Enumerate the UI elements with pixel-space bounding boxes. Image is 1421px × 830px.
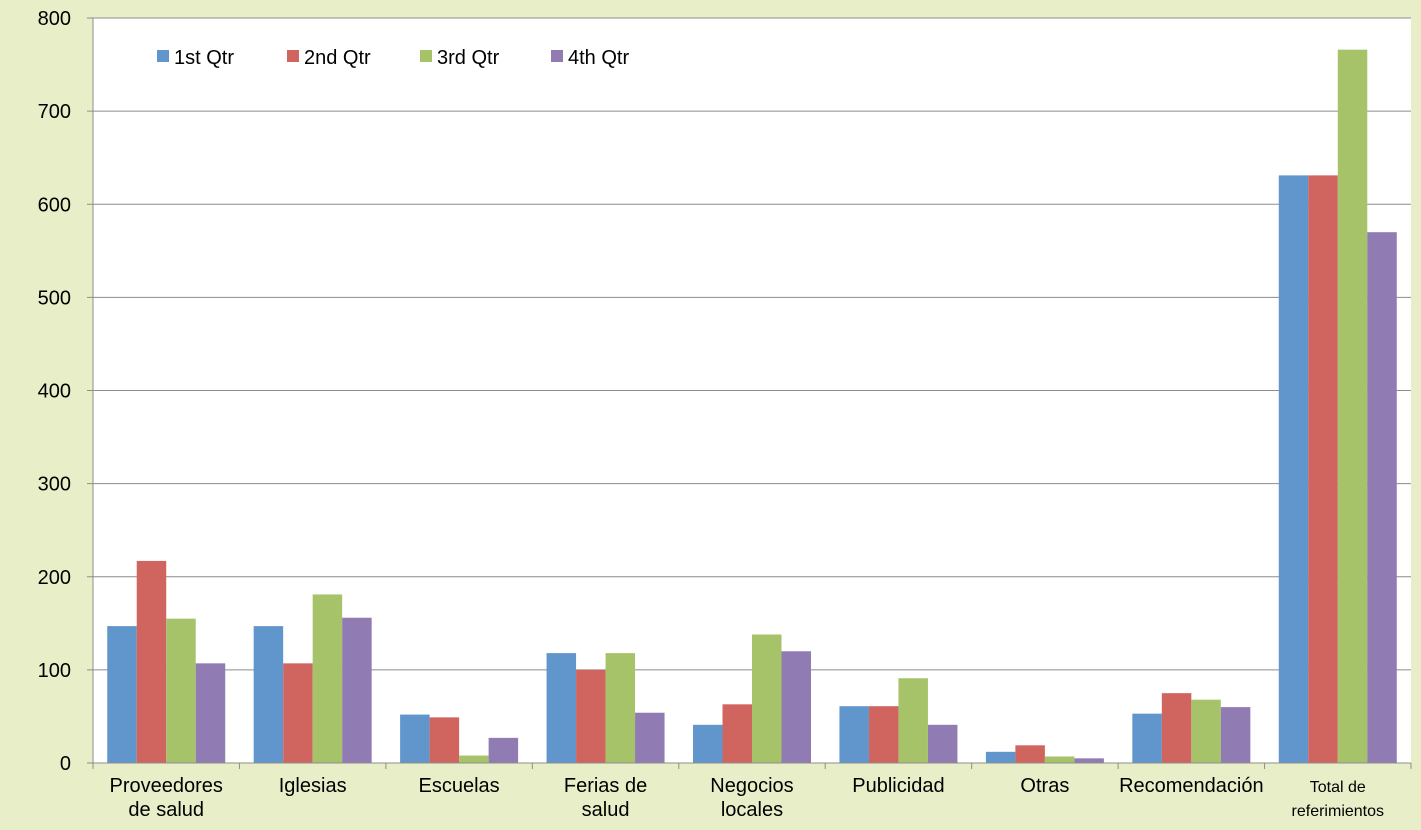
x-category-label: Iglesias — [279, 775, 347, 797]
bar — [136, 560, 167, 763]
y-tick-label: 700 — [38, 101, 71, 123]
bar — [459, 755, 489, 763]
bar — [342, 617, 372, 763]
legend-swatch — [287, 50, 299, 62]
bar — [722, 704, 752, 763]
x-category-label: Escuelas — [419, 775, 500, 797]
y-tick-labels: 0 100 200 300 400 500 600 700 800 — [38, 8, 71, 775]
bar — [1191, 699, 1221, 763]
bar — [635, 712, 665, 763]
bar — [927, 724, 958, 763]
x-category-label: Otras — [1020, 775, 1069, 797]
axes — [87, 17, 1412, 769]
x-category-label: referimientos — [1292, 803, 1384, 820]
bar — [781, 651, 811, 763]
x-category-label: de salud — [128, 799, 204, 821]
y-tick-label: 0 — [60, 753, 71, 775]
bar — [283, 663, 313, 763]
x-category-label: Publicidad — [852, 775, 944, 797]
bar — [166, 618, 196, 763]
legend-label: 4th Qtr — [568, 47, 629, 69]
x-category-label: Total de — [1310, 779, 1366, 796]
bar — [752, 634, 782, 763]
bar — [1337, 49, 1368, 764]
bar — [898, 678, 928, 763]
y-tick-label: 600 — [38, 194, 71, 216]
y-tick-label: 800 — [38, 8, 71, 30]
legend-swatch — [157, 50, 169, 62]
bars — [107, 49, 1397, 764]
bar — [576, 669, 606, 763]
bar — [985, 751, 1016, 763]
bar — [605, 653, 636, 763]
y-tick-label: 400 — [38, 381, 71, 403]
bar — [839, 706, 869, 763]
bar — [253, 626, 284, 763]
bar — [107, 626, 137, 763]
bar — [546, 653, 577, 763]
y-tick-label: 100 — [38, 660, 71, 682]
bar — [400, 714, 430, 763]
bar — [429, 717, 460, 763]
legend-label: 2nd Qtr — [304, 47, 371, 69]
bar — [1074, 758, 1104, 763]
x-category-label: Proveedores — [110, 775, 223, 797]
bar — [1132, 713, 1162, 763]
bar — [1367, 232, 1397, 763]
legend-swatch — [420, 50, 432, 62]
bar — [693, 724, 723, 763]
bar — [1015, 745, 1045, 763]
bar — [1161, 693, 1192, 763]
bar — [195, 663, 226, 763]
legend-label: 1st Qtr — [174, 47, 234, 69]
x-category-label: Ferias de — [564, 775, 647, 797]
x-category-label: salud — [582, 799, 630, 821]
bar — [868, 706, 899, 763]
legend: 1st Qtr 2nd Qtr 3rd Qtr 4th Qtr — [157, 47, 629, 69]
legend-label: 3rd Qtr — [437, 47, 500, 69]
y-tick-label: 300 — [38, 474, 71, 496]
x-category-label: locales — [721, 799, 783, 821]
y-tick-label: 500 — [38, 287, 71, 309]
x-category-label: Negocios — [710, 775, 793, 797]
y-tick-label: 200 — [38, 567, 71, 589]
x-category-label: Recomendación — [1119, 775, 1264, 797]
bar — [1220, 707, 1251, 763]
bar — [1308, 175, 1338, 764]
bar — [312, 594, 343, 763]
bar — [488, 737, 519, 763]
bar — [1278, 175, 1309, 764]
bar — [1044, 756, 1075, 763]
legend-swatch — [551, 50, 563, 62]
